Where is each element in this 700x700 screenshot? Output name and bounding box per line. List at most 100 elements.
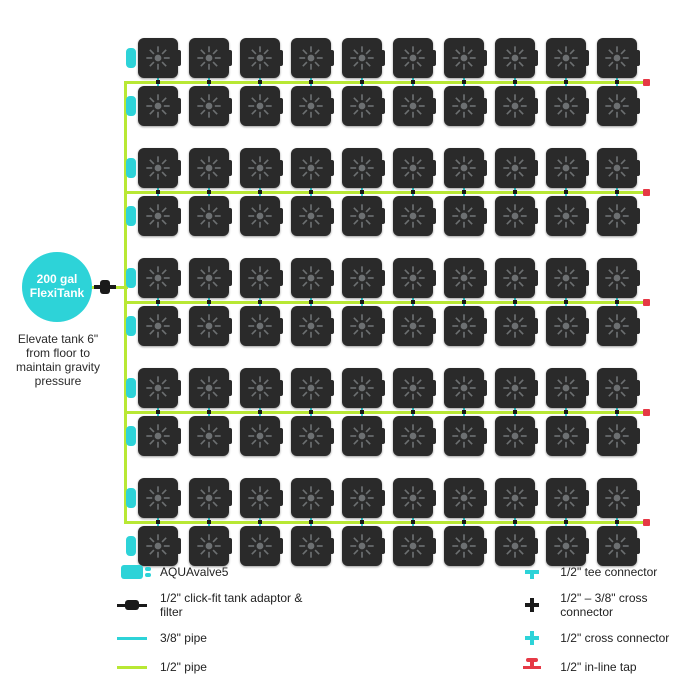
inline-tap — [643, 299, 650, 306]
pot — [495, 526, 535, 566]
pot — [240, 86, 280, 126]
pot — [546, 526, 586, 566]
pot — [138, 196, 178, 236]
pot — [342, 368, 382, 408]
pot — [444, 86, 484, 126]
pot-row — [138, 196, 637, 236]
pot-row — [138, 526, 637, 566]
pot — [393, 148, 433, 188]
pot-row — [138, 38, 637, 78]
legend-item: 1/2" click-fit tank adaptor & filter — [114, 591, 324, 619]
elevation-note: Elevate tank 6" from floor to maintain g… — [8, 332, 108, 388]
pot — [291, 196, 331, 236]
pot — [393, 526, 433, 566]
pot — [597, 306, 637, 346]
pot — [189, 148, 229, 188]
pot — [597, 416, 637, 456]
pot — [240, 526, 280, 566]
pot — [189, 86, 229, 126]
pot — [189, 306, 229, 346]
legend-label: 1/2" cross connector — [560, 631, 669, 645]
pot — [291, 368, 331, 408]
pot — [546, 196, 586, 236]
flexitank: 200 galFlexiTank — [22, 252, 92, 322]
inline-tap — [643, 79, 650, 86]
pot — [240, 416, 280, 456]
legend: AQUAvalve5 1/2" click-fit tank adaptor & … — [114, 562, 700, 677]
legend-item: 3/8" pipe — [114, 628, 324, 648]
pot — [444, 478, 484, 518]
pot — [393, 306, 433, 346]
pot — [495, 38, 535, 78]
legend-item: AQUAvalve5 — [114, 562, 324, 582]
legend-label: 1/2" tee connector — [560, 565, 657, 579]
pot — [342, 526, 382, 566]
pot — [240, 306, 280, 346]
pot — [291, 86, 331, 126]
pot-row — [138, 368, 637, 408]
pot — [189, 38, 229, 78]
aquavalve — [126, 96, 136, 116]
pot — [291, 306, 331, 346]
pot — [342, 258, 382, 298]
pot — [495, 86, 535, 126]
legend-label: 1/2" pipe — [160, 660, 207, 674]
pot — [342, 306, 382, 346]
inline-tap — [643, 409, 650, 416]
pot — [291, 416, 331, 456]
pot — [138, 258, 178, 298]
pot — [189, 196, 229, 236]
pot — [240, 148, 280, 188]
aquavalve — [126, 488, 136, 508]
pot-row — [138, 86, 637, 126]
pot-row — [138, 416, 637, 456]
pot — [495, 416, 535, 456]
pot — [393, 258, 433, 298]
pot — [546, 368, 586, 408]
pot-row — [138, 306, 637, 346]
pot — [291, 258, 331, 298]
pot — [138, 86, 178, 126]
tank-adaptor — [94, 280, 116, 294]
pot — [240, 478, 280, 518]
pot — [138, 416, 178, 456]
legend-label: 1/2" click-fit tank adaptor & filter — [160, 591, 324, 619]
inline-tap — [643, 189, 650, 196]
pot — [444, 416, 484, 456]
pot — [444, 306, 484, 346]
pot — [597, 86, 637, 126]
pot — [546, 258, 586, 298]
pot — [495, 148, 535, 188]
pot — [393, 86, 433, 126]
pot — [597, 148, 637, 188]
pot — [597, 526, 637, 566]
pot — [546, 306, 586, 346]
pot — [546, 478, 586, 518]
pot — [291, 38, 331, 78]
pot — [495, 478, 535, 518]
pot — [393, 416, 433, 456]
pot — [444, 148, 484, 188]
pot — [189, 416, 229, 456]
pot — [393, 196, 433, 236]
pot — [393, 478, 433, 518]
legend-label: AQUAvalve5 — [160, 565, 228, 579]
pot — [342, 478, 382, 518]
pot — [138, 306, 178, 346]
pot — [597, 38, 637, 78]
legend-label: 1/2" in-line tap — [560, 660, 636, 674]
pot — [597, 478, 637, 518]
pot — [240, 258, 280, 298]
pot — [393, 38, 433, 78]
pot — [240, 196, 280, 236]
pot — [444, 196, 484, 236]
aquavalve — [126, 48, 136, 68]
aquavalve — [126, 536, 136, 556]
pot — [546, 38, 586, 78]
pot — [495, 368, 535, 408]
pot — [291, 526, 331, 566]
pot — [444, 258, 484, 298]
pot — [189, 478, 229, 518]
pot — [546, 416, 586, 456]
pot — [240, 368, 280, 408]
